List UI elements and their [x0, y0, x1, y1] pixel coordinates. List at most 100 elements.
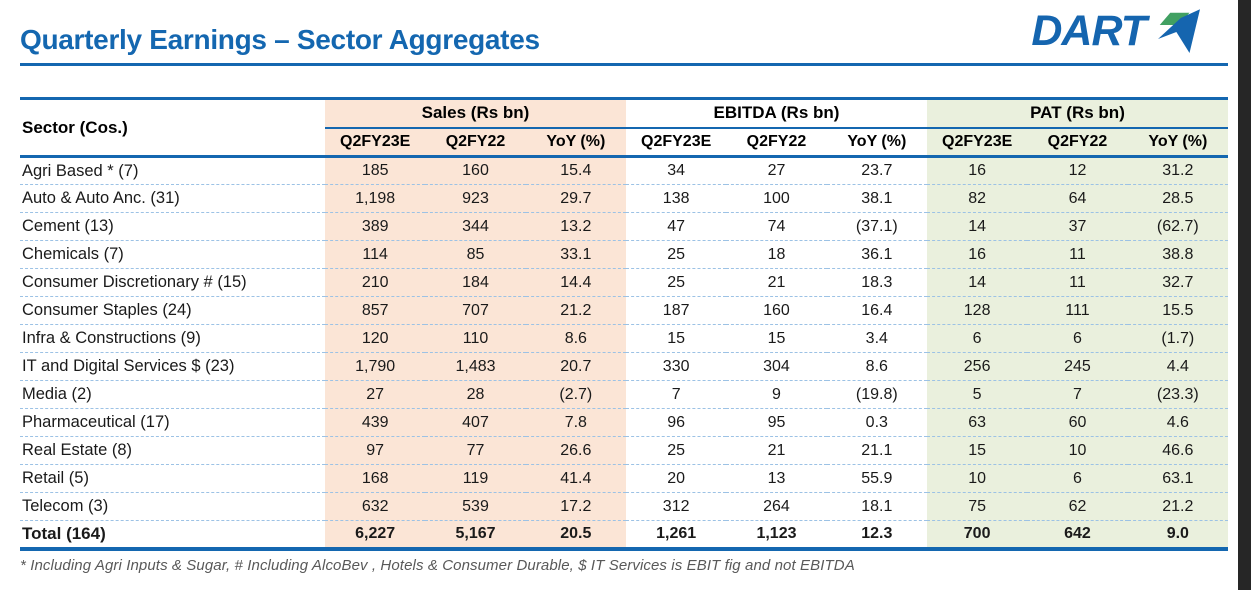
- pat-q2fy22-cell: 6: [1027, 324, 1128, 353]
- pat-q2fy23e-cell: 5: [926, 380, 1028, 409]
- ebitda-q2fy23e-header: Q2FY23E: [625, 127, 727, 158]
- sector-cell: Agri Based * (7): [20, 156, 325, 185]
- ebitda-q2fy23e-cell: 330: [625, 352, 727, 381]
- ebitda-q2fy23e-cell: 187: [625, 296, 727, 325]
- sub-header-row: Q2FY23E Q2FY22 YoY (%) Q2FY23E Q2FY22 Yo…: [20, 127, 1228, 158]
- table-row-total: Total (164) 6,227 5,167 20.5 1,261 1,123 12.3 7…: [20, 520, 1228, 551]
- pat-q2fy23e-cell: 128: [926, 296, 1028, 325]
- ebitda-yoy-cell: 18.1: [826, 492, 927, 521]
- ebitda-q2fy23e-cell: 25: [625, 268, 727, 297]
- sales-q2fy23e-cell: 439: [325, 408, 426, 437]
- ebitda-yoy-cell: 12.3: [826, 520, 927, 551]
- pat-q2fy22-cell: 64: [1027, 184, 1128, 213]
- ebitda-yoy-cell: 0.3: [826, 408, 927, 437]
- sales-q2fy23e-header: Q2FY23E: [325, 127, 426, 158]
- pat-q2fy22-cell: 12: [1027, 156, 1128, 185]
- sales-yoy-cell: 21.2: [525, 296, 626, 325]
- pat-q2fy23e-cell: 14: [926, 268, 1028, 297]
- pat-yoy-cell: 9.0: [1127, 520, 1228, 551]
- sales-q2fy22-cell: 28: [425, 380, 526, 409]
- pat-q2fy22-cell: 37: [1027, 212, 1128, 241]
- pat-q2fy22-cell: 60: [1027, 408, 1128, 437]
- pat-q2fy23e-cell: 16: [926, 240, 1028, 269]
- pat-yoy-header: YoY (%): [1127, 127, 1228, 158]
- ebitda-q2fy22-cell: 18: [726, 240, 827, 269]
- ebitda-q2fy22-cell: 264: [726, 492, 827, 521]
- table-row: Infra & Constructions (9) 120 110 8.6 15 15 3.…: [20, 324, 1228, 353]
- pat-q2fy23e-cell: 16: [926, 156, 1028, 185]
- pat-yoy-cell: 63.1: [1127, 464, 1228, 493]
- sector-cell: Consumer Staples (24): [20, 296, 325, 325]
- sales-yoy-cell: 29.7: [525, 184, 626, 213]
- pat-yoy-cell: 32.7: [1127, 268, 1228, 297]
- sector-cell: Real Estate (8): [20, 436, 325, 465]
- pat-q2fy22-cell: 62: [1027, 492, 1128, 521]
- sales-q2fy23e-cell: 185: [325, 156, 426, 185]
- sales-q2fy23e-cell: 389: [325, 212, 426, 241]
- sales-q2fy23e-cell: 97: [325, 436, 426, 465]
- pat-yoy-cell: 31.2: [1127, 156, 1228, 185]
- ebitda-q2fy22-cell: 74: [726, 212, 827, 241]
- sector-cell: Cement (13): [20, 212, 325, 241]
- ebitda-yoy-cell: (37.1): [826, 212, 927, 241]
- table-row: Agri Based * (7) 185 160 15.4 34 27 23.7 16 12 31…: [20, 156, 1228, 185]
- table-row: IT and Digital Services $ (23) 1,790 1,483…: [20, 352, 1228, 381]
- sales-yoy-cell: 15.4: [525, 156, 626, 185]
- ebitda-q2fy22-cell: 21: [726, 436, 827, 465]
- table-row: Pharmaceutical (17) 439 407 7.8 96 95 0.3 63 60 4…: [20, 408, 1228, 437]
- ebitda-yoy-cell: (19.8): [826, 380, 927, 409]
- ebitda-q2fy22-header: Q2FY22: [726, 127, 827, 158]
- pat-yoy-cell: (1.7): [1127, 324, 1228, 353]
- sector-column-header: Sector (Cos.): [20, 98, 325, 158]
- sales-yoy-cell: 20.5: [525, 520, 626, 551]
- sales-q2fy22-cell: 184: [425, 268, 526, 297]
- pat-q2fy22-cell: 245: [1027, 352, 1128, 381]
- ebitda-q2fy23e-cell: 312: [625, 492, 727, 521]
- sales-yoy-cell: 41.4: [525, 464, 626, 493]
- pat-yoy-cell: 15.5: [1127, 296, 1228, 325]
- pat-q2fy23e-cell: 82: [926, 184, 1028, 213]
- sales-yoy-cell: 33.1: [525, 240, 626, 269]
- right-edge-bar: [1238, 0, 1251, 590]
- pat-q2fy23e-cell: 63: [926, 408, 1028, 437]
- pat-q2fy22-cell: 6: [1027, 464, 1128, 493]
- ebitda-yoy-cell: 23.7: [826, 156, 927, 185]
- pat-q2fy23e-cell: 15: [926, 436, 1028, 465]
- sales-yoy-cell: (2.7): [525, 380, 626, 409]
- sales-yoy-header: YoY (%): [525, 127, 626, 158]
- table-row: Chemicals (7) 114 85 33.1 25 18 36.1 16 11 38.8: [20, 240, 1228, 269]
- ebitda-q2fy23e-cell: 138: [625, 184, 727, 213]
- ebitda-yoy-cell: 38.1: [826, 184, 927, 213]
- sales-yoy-cell: 14.4: [525, 268, 626, 297]
- ebitda-q2fy22-cell: 160: [726, 296, 827, 325]
- slide-header: Quarterly Earnings – Sector Aggregates D…: [20, 0, 1228, 66]
- sector-cell: Telecom (3): [20, 492, 325, 521]
- ebitda-q2fy23e-cell: 25: [625, 436, 727, 465]
- ebitda-yoy-cell: 55.9: [826, 464, 927, 493]
- ebitda-q2fy23e-cell: 1,261: [625, 520, 727, 551]
- sector-cell: Infra & Constructions (9): [20, 324, 325, 353]
- sales-q2fy23e-cell: 120: [325, 324, 426, 353]
- table-body: Agri Based * (7) 185 160 15.4 34 27 23.7 16 12 31…: [20, 156, 1228, 551]
- sales-q2fy23e-cell: 6,227: [325, 520, 426, 551]
- sales-q2fy23e-cell: 168: [325, 464, 426, 493]
- ebitda-q2fy23e-cell: 7: [625, 380, 727, 409]
- pat-yoy-cell: 4.4: [1127, 352, 1228, 381]
- sales-yoy-cell: 26.6: [525, 436, 626, 465]
- ebitda-yoy-header: YoY (%): [826, 127, 927, 158]
- pat-q2fy22-cell: 10: [1027, 436, 1128, 465]
- pat-group-header: PAT (Rs bn): [926, 98, 1228, 129]
- sector-cell: Consumer Discretionary # (15): [20, 268, 325, 297]
- sector-cell: IT and Digital Services $ (23): [20, 352, 325, 381]
- table-header: Sector (Cos.) Sales (Rs bn) EBITDA (Rs b…: [20, 98, 1228, 158]
- pat-q2fy22-cell: 11: [1027, 268, 1128, 297]
- ebitda-q2fy22-cell: 9: [726, 380, 827, 409]
- ebitda-q2fy22-cell: 304: [726, 352, 827, 381]
- table-row: Real Estate (8) 97 77 26.6 25 21 21.1 15 10 46.6: [20, 436, 1228, 465]
- sales-q2fy23e-cell: 1,790: [325, 352, 426, 381]
- sales-q2fy23e-cell: 27: [325, 380, 426, 409]
- pat-q2fy23e-cell: 75: [926, 492, 1028, 521]
- sales-q2fy22-cell: 407: [425, 408, 526, 437]
- ebitda-q2fy23e-cell: 96: [625, 408, 727, 437]
- table-row: Cement (13) 389 344 13.2 47 74 (37.1) 14 37 (62.7…: [20, 212, 1228, 241]
